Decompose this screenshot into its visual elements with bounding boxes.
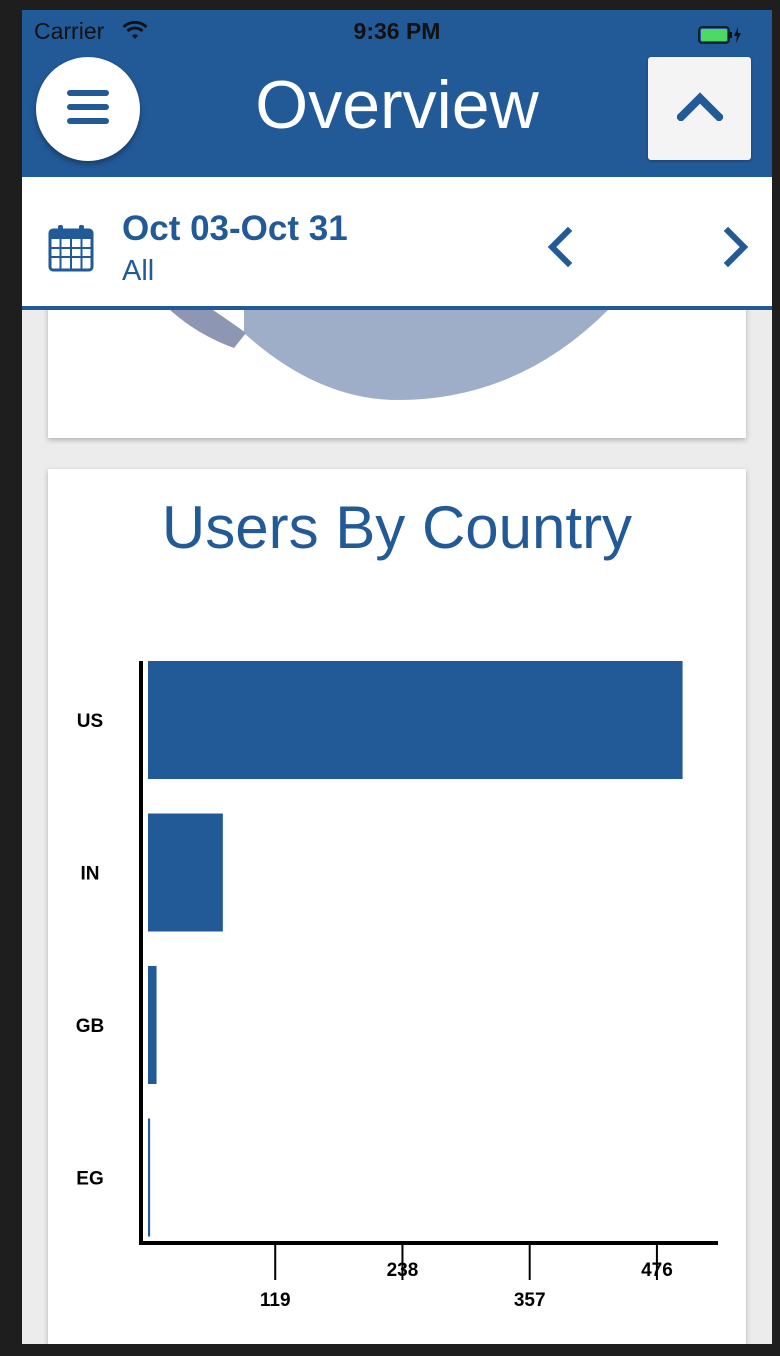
next-period-button[interactable] [714,225,758,269]
previous-period-button[interactable] [538,225,582,269]
page-title: Overview [255,67,539,143]
navigation-bar: Overview [22,50,772,177]
scroll-content[interactable]: Users By Country US IN GB EG 119 238 357 476 [22,310,772,1344]
x-tick-label: 357 [514,1290,546,1311]
carrier-label: Carrier [34,18,105,44]
chevron-right-icon [714,226,758,273]
date-range-bar: Oct 03-Oct 31 All [22,177,772,310]
category-label: US [77,711,103,732]
category-label: EG [76,1169,103,1190]
pie-chart-card [48,310,746,438]
chevron-left-icon [538,226,582,273]
x-tick-label: 119 [260,1290,291,1311]
bar-chart: US IN GB EG 119 238 357 476 [76,661,718,1311]
x-tick-label: 476 [641,1260,673,1281]
hamburger-menu-icon [67,89,109,129]
x-tick-label: 238 [387,1260,419,1281]
date-range-label: Oct 03-Oct 31 [122,209,348,248]
category-label: GB [76,1016,105,1037]
calendar-icon[interactable] [48,224,94,277]
status-bar: Carrier 9:36 PM [22,10,772,50]
bar-gb [148,966,157,1084]
pie-chart [170,310,608,400]
menu-button[interactable] [36,57,140,161]
date-filter-label: All [122,255,155,287]
bar-in [148,813,223,932]
clock: 9:36 PM [353,18,441,44]
battery-charging-icon [698,23,742,44]
wifi-icon [122,20,148,47]
bar-us [148,661,683,779]
bar-eg [148,1118,151,1237]
collapse-up-button[interactable] [648,57,751,160]
pie-slice [244,310,608,400]
chevron-up-icon [674,91,725,126]
chart-title: Users By Country [161,494,633,561]
users-by-country-card: Users By Country US IN GB EG 119 238 357 476 [48,469,746,1344]
category-label: IN [81,864,100,885]
phone-screen: Carrier 9:36 PM [22,10,772,1344]
pie-slice [170,310,246,348]
